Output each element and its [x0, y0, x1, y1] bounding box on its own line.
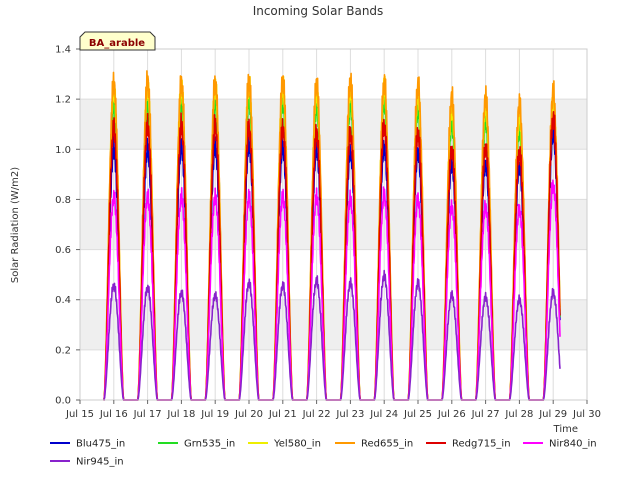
legend-label: Nir840_in	[549, 439, 597, 450]
badge-label: BA_arable	[89, 38, 145, 49]
y-tick-label: 0.6	[55, 245, 71, 256]
badge-box	[79, 31, 156, 51]
background-band	[80, 199, 587, 250]
plot-frame	[79, 48, 588, 401]
chart-title: Incoming Solar Bands	[253, 4, 384, 18]
background-band	[80, 99, 587, 150]
x-tick-label: Jul 17	[133, 409, 162, 420]
x-tick-label: Jul 26	[437, 409, 466, 420]
x-tick-label: Jul 29	[538, 409, 567, 420]
x-tick-label: Jul 21	[268, 409, 297, 420]
x-tick-label: Jul 16	[99, 409, 128, 420]
y-tick-label: 0.2	[55, 345, 71, 356]
background-band	[80, 249, 587, 300]
legend-label: Red655_in	[361, 439, 413, 450]
x-tick-label: Jul 22	[302, 409, 331, 420]
legend-label: Grn535_in	[184, 439, 235, 450]
site-badge: BA_arable	[79, 31, 156, 51]
x-axis-title: Time	[553, 424, 578, 435]
y-tick-label: 0.4	[55, 295, 71, 306]
y-tick-label: 0.8	[55, 195, 71, 206]
x-axis-ticks: Jul 15 Jul 16 Jul 17 Jul 18 Jul 19 Jul 20 Jul …	[65, 400, 601, 420]
x-tick-label: Jul 23	[335, 409, 364, 420]
y-tick-label: 1.0	[55, 145, 71, 156]
legend-label: Blu475_in	[76, 439, 125, 450]
legend-label: Redg715_in	[452, 439, 511, 450]
x-tick-label: Jul 18	[166, 409, 195, 420]
y-tick-label: 1.4	[55, 45, 71, 56]
x-tick-label: Jul 19	[200, 409, 229, 420]
background-band	[80, 49, 587, 100]
y-tick-label: 0.0	[55, 396, 71, 407]
background-band	[80, 349, 587, 400]
background-band	[80, 149, 587, 200]
background-band	[80, 299, 587, 350]
y-axis-title: Solar Radiation (W/m2)	[10, 167, 21, 283]
x-tick-label: Jul 25	[403, 409, 432, 420]
plot-background-bands	[80, 49, 587, 400]
y-tick-label: 1.2	[55, 95, 71, 106]
y-axis-ticks: 0.0 0.2 0.4 0.6 0.8 1.0 1.2 1.4	[55, 45, 80, 407]
x-tick-label: Jul 28	[504, 409, 533, 420]
x-tick-label: Jul 20	[234, 409, 263, 420]
legend: Blu475_in Grn535_in Yel580_in Red655_in Redg…	[50, 439, 597, 468]
x-tick-label: Jul 30	[572, 409, 601, 420]
legend-label: Nir945_in	[76, 457, 124, 468]
x-tick-label: Jul 24	[369, 409, 398, 420]
legend-label: Yel580_in	[273, 439, 321, 450]
x-tick-label: Jul 27	[471, 409, 500, 420]
x-tick-label: Jul 15	[65, 409, 94, 420]
